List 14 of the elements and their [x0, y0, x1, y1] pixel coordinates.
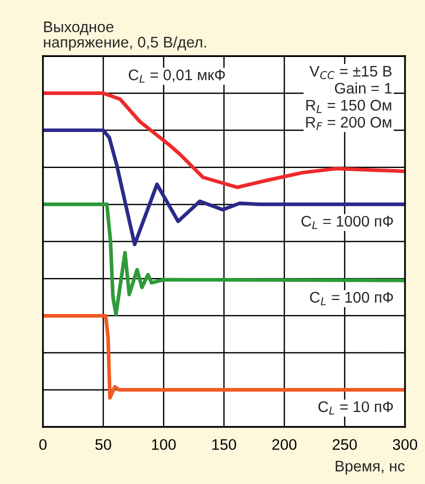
x-tick-label: 250 [332, 439, 357, 450]
x-axis-title: Время, нс [336, 460, 405, 474]
series-label: C$_{L}$ = 1000 пФ [301, 216, 393, 229]
x-tick-label: 200 [272, 439, 296, 450]
x-tick-label: 0 [39, 439, 47, 450]
series-label: C$_{L}$ = 100 пФ [310, 292, 393, 306]
x-tick-label: 300 [392, 439, 418, 450]
x-tick-label: 50 [95, 439, 112, 450]
x-tick-label: 150 [212, 439, 236, 450]
y-axis-title: Выходное напряжение, 0,5 В/дел. [44, 22, 206, 51]
x-tick-label: 100 [152, 439, 176, 450]
series-label: C$_{L}$ = 0,01 мкФ [128, 69, 225, 83]
text: V$_{CC}$ = ±15 В Gain = 1 R$_{L}$ = 150 Ом R$_{F}$ = 200 Ом [306, 66, 392, 130]
series-label: C$_{L}$ = 10 пФ [318, 401, 393, 415]
